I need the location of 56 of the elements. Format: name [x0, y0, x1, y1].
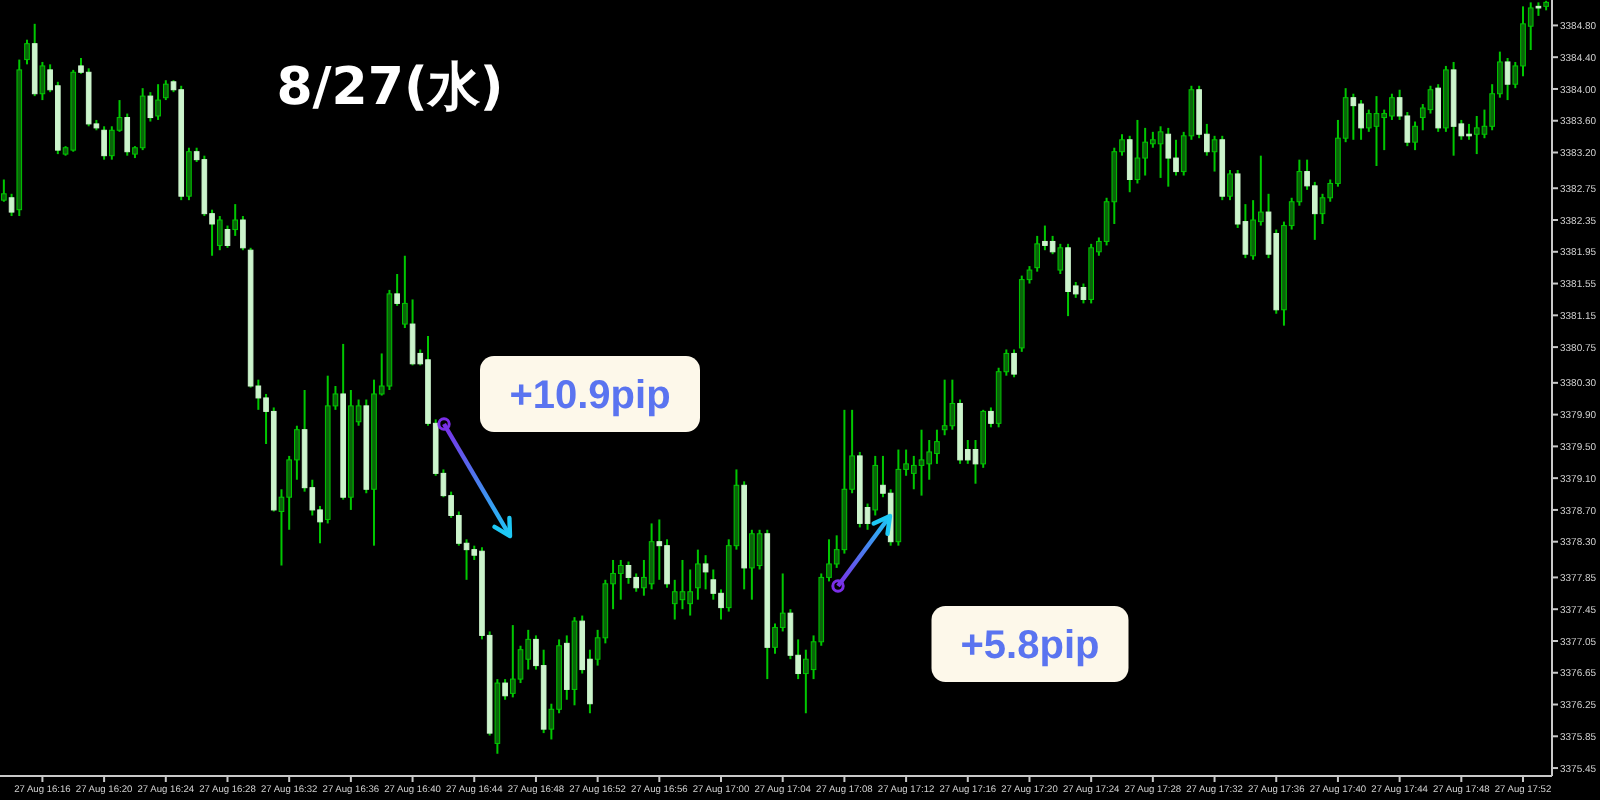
text: 8/27(水): [276, 58, 504, 118]
candlestick: [1034, 234, 1040, 273]
candlestick: [1134, 118, 1141, 185]
candlestick: [155, 83, 161, 121]
annotation: +10.9pip: [509, 374, 671, 418]
candlestick: [1227, 168, 1233, 202]
candlestick: [101, 125, 107, 161]
candlestick: [1358, 99, 1364, 141]
candlestick: [941, 378, 948, 437]
candlestick: [1473, 114, 1480, 156]
candlestick: [1412, 120, 1418, 152]
candlestick: [109, 125, 115, 161]
candlestick: [633, 572, 640, 593]
candlestick: [1211, 134, 1218, 173]
candlestick: [510, 624, 516, 699]
candlestick: [910, 454, 917, 491]
candlestick: [1427, 84, 1434, 115]
candlestick: [1350, 92, 1357, 141]
annotation: +5.8pip: [960, 624, 1100, 668]
candlestick: [216, 215, 223, 252]
candlestick: [1173, 138, 1179, 177]
candlestick: [224, 224, 231, 249]
candlestick: [1165, 126, 1172, 188]
candlestick: [664, 538, 670, 589]
candlestick: [186, 146, 192, 202]
candlestick: [1504, 56, 1511, 102]
candlestick: [1142, 126, 1148, 177]
candlestick: [949, 378, 956, 431]
candlestick: [1057, 242, 1064, 276]
candlestick: [402, 254, 408, 330]
candlestick: [749, 528, 755, 601]
candlestick: [656, 518, 663, 581]
candlestick: [1157, 125, 1164, 179]
candlestick: [803, 648, 809, 715]
candlestick: [1373, 95, 1380, 167]
candlestick: [756, 528, 763, 571]
candlestick: [1389, 92, 1395, 121]
candlestick: [695, 548, 701, 601]
candlestick: [1065, 242, 1071, 318]
candlestick: [39, 60, 46, 102]
candlestick: [934, 428, 940, 465]
candlestick: [409, 298, 416, 367]
candlestick: [24, 38, 30, 66]
candlestick: [232, 203, 239, 237]
candlestick: [679, 558, 686, 611]
candlestick: [648, 522, 655, 591]
candlestick: [1, 178, 7, 203]
candlestick: [1250, 199, 1256, 261]
candlestick: [687, 568, 693, 617]
candlestick: [1011, 348, 1017, 379]
candlestick: [162, 79, 169, 102]
candlestick: [240, 215, 246, 252]
candlestick: [625, 560, 632, 585]
candlestick: [918, 428, 925, 497]
candlestick: [1520, 5, 1526, 78]
candlestick: [617, 558, 624, 601]
